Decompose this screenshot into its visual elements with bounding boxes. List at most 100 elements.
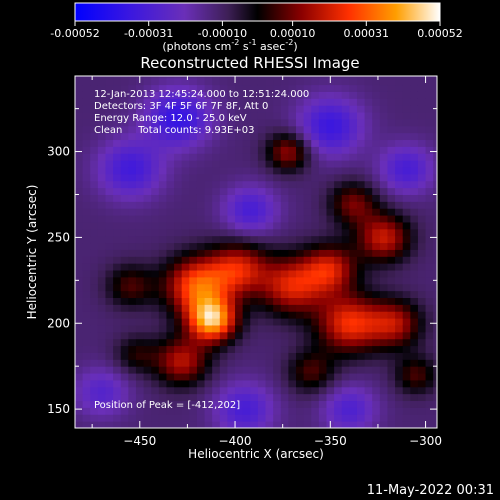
heatmap-cell [82, 249, 91, 257]
heatmap-cell [82, 345, 91, 353]
heatmap-cell [128, 304, 137, 312]
heatmap-cell [189, 283, 198, 292]
heatmap-cell [334, 283, 343, 292]
heatmap-cell [75, 139, 84, 147]
heatmap-cell [326, 146, 335, 154]
heatmap-cell [318, 105, 327, 113]
heatmap-cell [227, 421, 236, 428]
heatmap-cell [235, 118, 244, 127]
heatmap-cell [265, 173, 274, 182]
heatmap-cell [425, 112, 434, 120]
heatmap-cell [273, 318, 282, 326]
heatmap-cell [204, 393, 213, 402]
heatmap-cell [334, 167, 343, 175]
heatmap-cell [235, 414, 244, 422]
heatmap-cell [425, 373, 434, 381]
heatmap-cell [135, 386, 145, 395]
heatmap-cell [242, 146, 251, 154]
heatmap-cell [318, 201, 327, 209]
heatmap-cell [204, 194, 213, 202]
heatmap-cell [250, 331, 259, 340]
heatmap-cell [242, 194, 251, 202]
heatmap-cell [174, 215, 183, 223]
heatmap-cell [341, 311, 350, 319]
heatmap-cell [265, 201, 274, 209]
heatmap-cell [113, 379, 122, 388]
heatmap-cell [273, 180, 282, 189]
heatmap-cell [433, 139, 437, 147]
heatmap-cell [82, 208, 91, 216]
heatmap-cell [189, 132, 198, 141]
heatmap-cell [82, 421, 91, 428]
heatmap-cell [151, 235, 160, 244]
heatmap-cell [364, 311, 373, 319]
heatmap-cell [265, 118, 274, 127]
heatmap-cell [242, 76, 251, 79]
heatmap-cell [402, 249, 411, 257]
heatmap-cell [189, 373, 198, 381]
heatmap-cell [181, 366, 190, 374]
heatmap-cell [235, 276, 244, 285]
heatmap-cell [158, 318, 167, 326]
heatmap-cell [288, 400, 297, 408]
heatmap-cell [379, 118, 388, 127]
heatmap-cell [204, 201, 213, 209]
heatmap-cell [143, 221, 152, 230]
heatmap-cell [158, 91, 167, 99]
heatmap-cell [227, 276, 236, 285]
heatmap-cell [280, 256, 289, 264]
heatmap-cell [204, 324, 213, 333]
heatmap-cell [318, 386, 327, 395]
heatmap-cell [288, 173, 297, 182]
heatmap-cell [151, 180, 160, 189]
heatmap-cell [379, 304, 388, 312]
heatmap-cell [174, 414, 183, 422]
timestamp: 11-May-2022 00:31 [367, 483, 494, 498]
heatmap-cell [311, 249, 320, 257]
heatmap-cell [311, 208, 320, 216]
heatmap-cell [250, 139, 259, 147]
heatmap-cell [387, 276, 396, 285]
heatmap-cell [227, 407, 236, 415]
heatmap-cell [105, 283, 114, 292]
heatmap-cell [219, 160, 228, 168]
heatmap-cell [296, 77, 305, 86]
heatmap-cell [296, 139, 305, 147]
heatmap-cell [311, 146, 320, 154]
heatmap-cell [387, 98, 396, 106]
heatmap-cell [303, 146, 312, 154]
heatmap-cell [303, 393, 312, 402]
heatmap-cell [242, 386, 251, 395]
heatmap-cell [196, 421, 206, 428]
heatmap-cell [417, 105, 427, 113]
heatmap-cell [288, 76, 297, 79]
heatmap-cell [372, 366, 381, 374]
heatmap-cell [90, 180, 99, 189]
heatmap-cell [135, 118, 145, 127]
heatmap-cell [75, 153, 84, 161]
heatmap-cell [356, 421, 366, 428]
heatmap-cell [311, 187, 320, 195]
heatmap-cell [242, 338, 251, 347]
heatmap-cell [303, 290, 312, 298]
heatmap-cell [204, 235, 213, 244]
heatmap-cell [425, 393, 434, 402]
heatmap-cell [143, 194, 152, 202]
heatmap-cell [417, 98, 427, 106]
heatmap-cell [97, 146, 106, 154]
heatmap-cell [227, 318, 236, 326]
heatmap-cell [189, 153, 198, 161]
heatmap-cell [212, 256, 221, 264]
heatmap-cell [235, 407, 244, 415]
heatmap-cell [296, 393, 305, 402]
heatmap-cell [189, 263, 198, 271]
heatmap-cell [334, 359, 343, 367]
heatmap-cell [82, 352, 91, 360]
heatmap-cell [410, 366, 419, 374]
heatmap-cell [181, 112, 190, 120]
heatmap-cell [433, 331, 437, 340]
heatmap-cell [372, 304, 381, 312]
x-tick-label: −400 [219, 434, 252, 448]
heatmap-cell [387, 400, 396, 408]
heatmap-cell [113, 201, 122, 209]
